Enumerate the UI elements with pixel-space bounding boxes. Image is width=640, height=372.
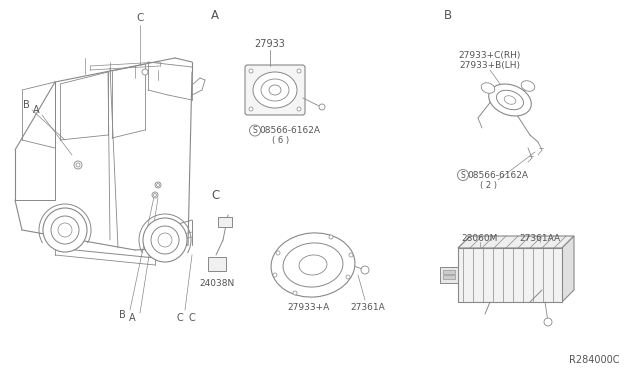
Circle shape xyxy=(329,235,333,239)
Circle shape xyxy=(276,251,280,255)
Ellipse shape xyxy=(504,96,516,104)
Circle shape xyxy=(297,69,301,73)
FancyBboxPatch shape xyxy=(218,217,232,227)
Circle shape xyxy=(544,318,552,326)
Circle shape xyxy=(152,192,158,198)
Circle shape xyxy=(319,104,325,110)
Polygon shape xyxy=(458,236,574,248)
Ellipse shape xyxy=(283,243,343,287)
Circle shape xyxy=(151,226,179,254)
Ellipse shape xyxy=(521,81,535,91)
Text: A: A xyxy=(33,105,39,115)
Text: ( 6 ): ( 6 ) xyxy=(273,136,289,145)
Circle shape xyxy=(349,253,353,257)
Text: B: B xyxy=(444,9,452,22)
Circle shape xyxy=(154,193,157,196)
Text: 24038N: 24038N xyxy=(200,279,235,288)
Text: R284000C: R284000C xyxy=(570,355,620,365)
Circle shape xyxy=(155,182,161,188)
Text: 27933+B(LH): 27933+B(LH) xyxy=(460,61,520,70)
FancyBboxPatch shape xyxy=(443,270,455,274)
FancyBboxPatch shape xyxy=(443,275,455,279)
Circle shape xyxy=(58,223,72,237)
Text: S: S xyxy=(461,170,465,180)
Text: 27361A: 27361A xyxy=(351,302,385,311)
Text: 28060M: 28060M xyxy=(462,234,498,243)
Circle shape xyxy=(43,208,87,252)
Text: 27933+A: 27933+A xyxy=(287,302,329,311)
Ellipse shape xyxy=(253,72,297,108)
Text: C: C xyxy=(177,313,184,323)
Circle shape xyxy=(458,170,468,180)
Circle shape xyxy=(157,183,159,186)
Text: B: B xyxy=(118,310,125,320)
Text: 27933: 27933 xyxy=(255,38,285,48)
Ellipse shape xyxy=(269,85,281,95)
Circle shape xyxy=(51,216,79,244)
FancyBboxPatch shape xyxy=(440,267,458,283)
Circle shape xyxy=(142,69,148,75)
Text: 27933+C(RH): 27933+C(RH) xyxy=(459,51,521,60)
Ellipse shape xyxy=(489,84,531,116)
Text: C: C xyxy=(211,189,219,202)
Ellipse shape xyxy=(271,233,355,297)
Circle shape xyxy=(249,69,253,73)
Text: A: A xyxy=(211,9,219,22)
Text: 08566-6162A: 08566-6162A xyxy=(467,170,529,180)
Circle shape xyxy=(249,107,253,111)
Ellipse shape xyxy=(497,90,524,110)
Text: ( 2 ): ( 2 ) xyxy=(481,180,497,189)
Ellipse shape xyxy=(481,83,495,93)
Text: C: C xyxy=(136,13,144,23)
Text: A: A xyxy=(129,313,135,323)
Text: S: S xyxy=(253,126,257,135)
Circle shape xyxy=(346,275,350,279)
Polygon shape xyxy=(458,248,562,302)
FancyBboxPatch shape xyxy=(245,65,305,115)
Text: 08566-6162A: 08566-6162A xyxy=(259,126,321,135)
Circle shape xyxy=(76,163,80,167)
Ellipse shape xyxy=(261,79,289,101)
Circle shape xyxy=(143,218,187,262)
Text: 27361AA: 27361AA xyxy=(520,234,561,243)
Polygon shape xyxy=(562,236,574,302)
Circle shape xyxy=(158,233,172,247)
Circle shape xyxy=(250,125,260,136)
Ellipse shape xyxy=(299,255,327,275)
Text: C: C xyxy=(189,313,195,323)
Text: B: B xyxy=(22,100,29,110)
Circle shape xyxy=(293,291,297,295)
Circle shape xyxy=(273,273,277,277)
Circle shape xyxy=(361,266,369,274)
Circle shape xyxy=(297,107,301,111)
Circle shape xyxy=(74,161,82,169)
FancyBboxPatch shape xyxy=(208,257,226,271)
